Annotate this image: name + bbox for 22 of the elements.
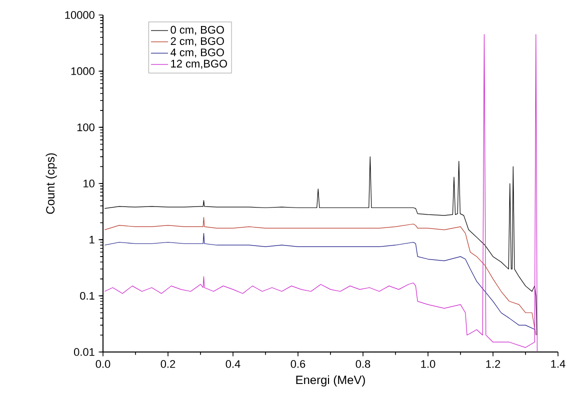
- y-tick-label: 0.1: [80, 292, 94, 300]
- y-tick-label: 1000: [71, 67, 94, 76]
- x-tick-label: 0.0: [96, 360, 110, 368]
- legend-label: 4 cm, BGO: [170, 48, 224, 58]
- legend-label: 2 cm, BGO: [170, 37, 224, 46]
- y-tick-label: 100: [77, 123, 94, 132]
- x-tick-label: 1.2: [486, 360, 500, 368]
- line-series: [104, 34, 538, 352]
- x-tick-label: 0.4: [226, 360, 240, 368]
- x-tick-label: 1.0: [421, 360, 436, 368]
- y-tick-label: 1: [90, 236, 94, 244]
- y-tick-label: 0.01: [74, 348, 94, 356]
- legend-label: 12 cm,BGO: [171, 60, 228, 69]
- y-tick-label: 10: [84, 180, 94, 188]
- y-axis-title: Count (cps): [46, 153, 57, 214]
- x-tick-label: 0.6: [290, 360, 306, 368]
- x-tick-label: 0.8: [356, 360, 370, 368]
- x-axis-title: Energi (MeV): [296, 375, 365, 387]
- x-tick-label: 1.4: [551, 360, 566, 368]
- y-tick-label: 10000: [65, 11, 94, 19]
- legend-label: 0 cm, BGO: [170, 26, 224, 35]
- x-tick-label: 0.2: [160, 360, 176, 368]
